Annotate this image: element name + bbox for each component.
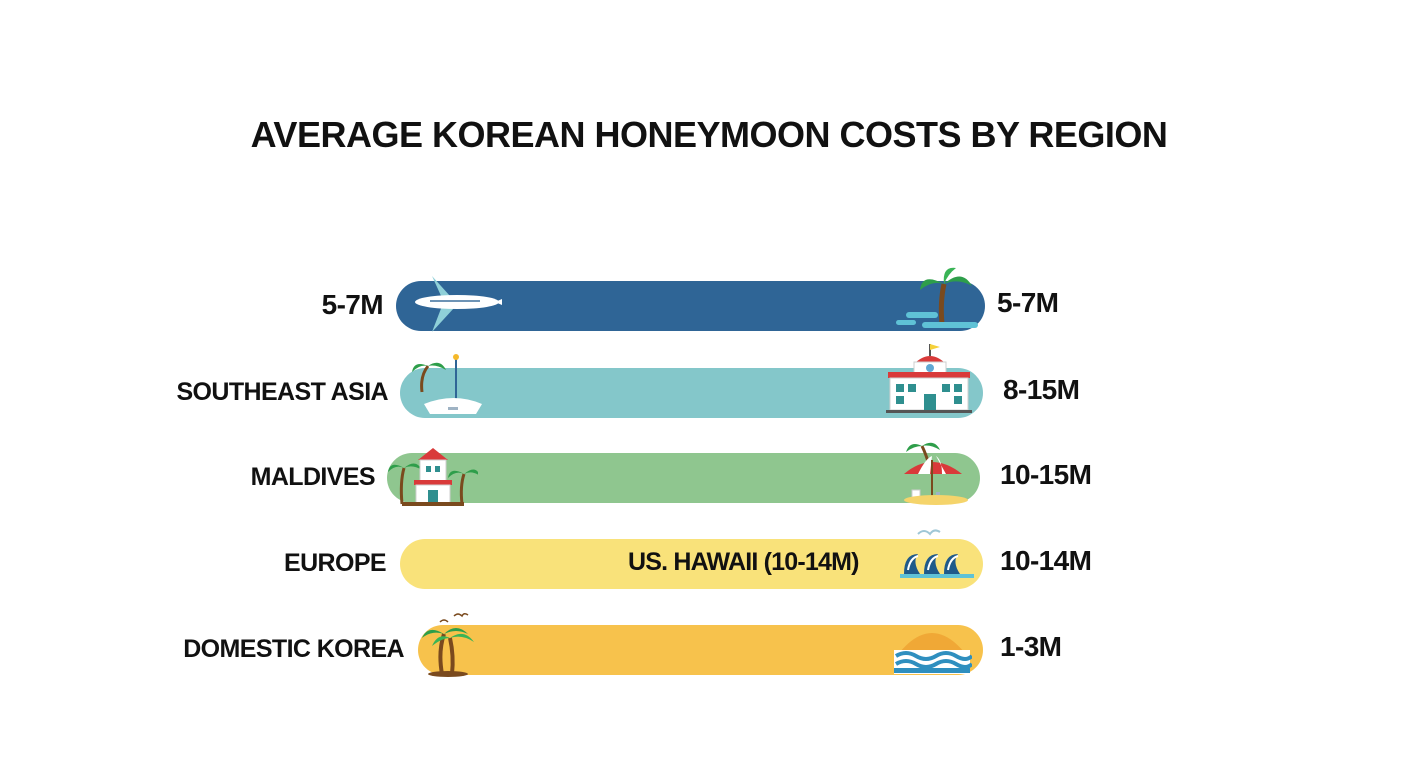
beach-umbrella-icon <box>896 440 976 513</box>
bar-1 <box>396 281 985 331</box>
category-label-southeast-asia: SOUTHEAST ASIA <box>176 377 388 406</box>
airplane-icon <box>402 266 512 341</box>
bar-annotation: US. HAWAII (10-14M) <box>628 548 859 576</box>
hotel-icon <box>884 342 974 419</box>
value-label-5: 1-3M <box>1000 631 1062 662</box>
chart-title: AVERAGE KOREAN HONEYMOON COSTS BY REGION <box>250 114 1168 155</box>
value-label-1: 5-7M <box>997 287 1059 318</box>
category-label-maldives: MALDIVES <box>250 462 376 491</box>
beach-house-icon <box>388 446 480 513</box>
sailboat-icon <box>404 352 484 427</box>
palm-tree-icon <box>414 612 484 683</box>
value-label-4: 10-14M <box>1000 545 1092 576</box>
category-label-domestic-korea: DOMESTIC KOREA <box>183 634 404 663</box>
island-palm-icon <box>892 262 992 337</box>
value-label-2: 8-15M <box>1003 374 1080 405</box>
category-label-europe: EUROPE <box>284 548 387 577</box>
bar-2 <box>400 368 983 418</box>
waves-icon <box>898 526 978 595</box>
bar-4 <box>400 539 983 589</box>
category-label-5-7m: 5-7M <box>321 288 384 320</box>
value-label-3: 10-15M <box>1000 459 1092 490</box>
sunset-icon <box>892 620 974 681</box>
bar-5 <box>418 625 983 675</box>
bar-3 <box>387 453 980 503</box>
